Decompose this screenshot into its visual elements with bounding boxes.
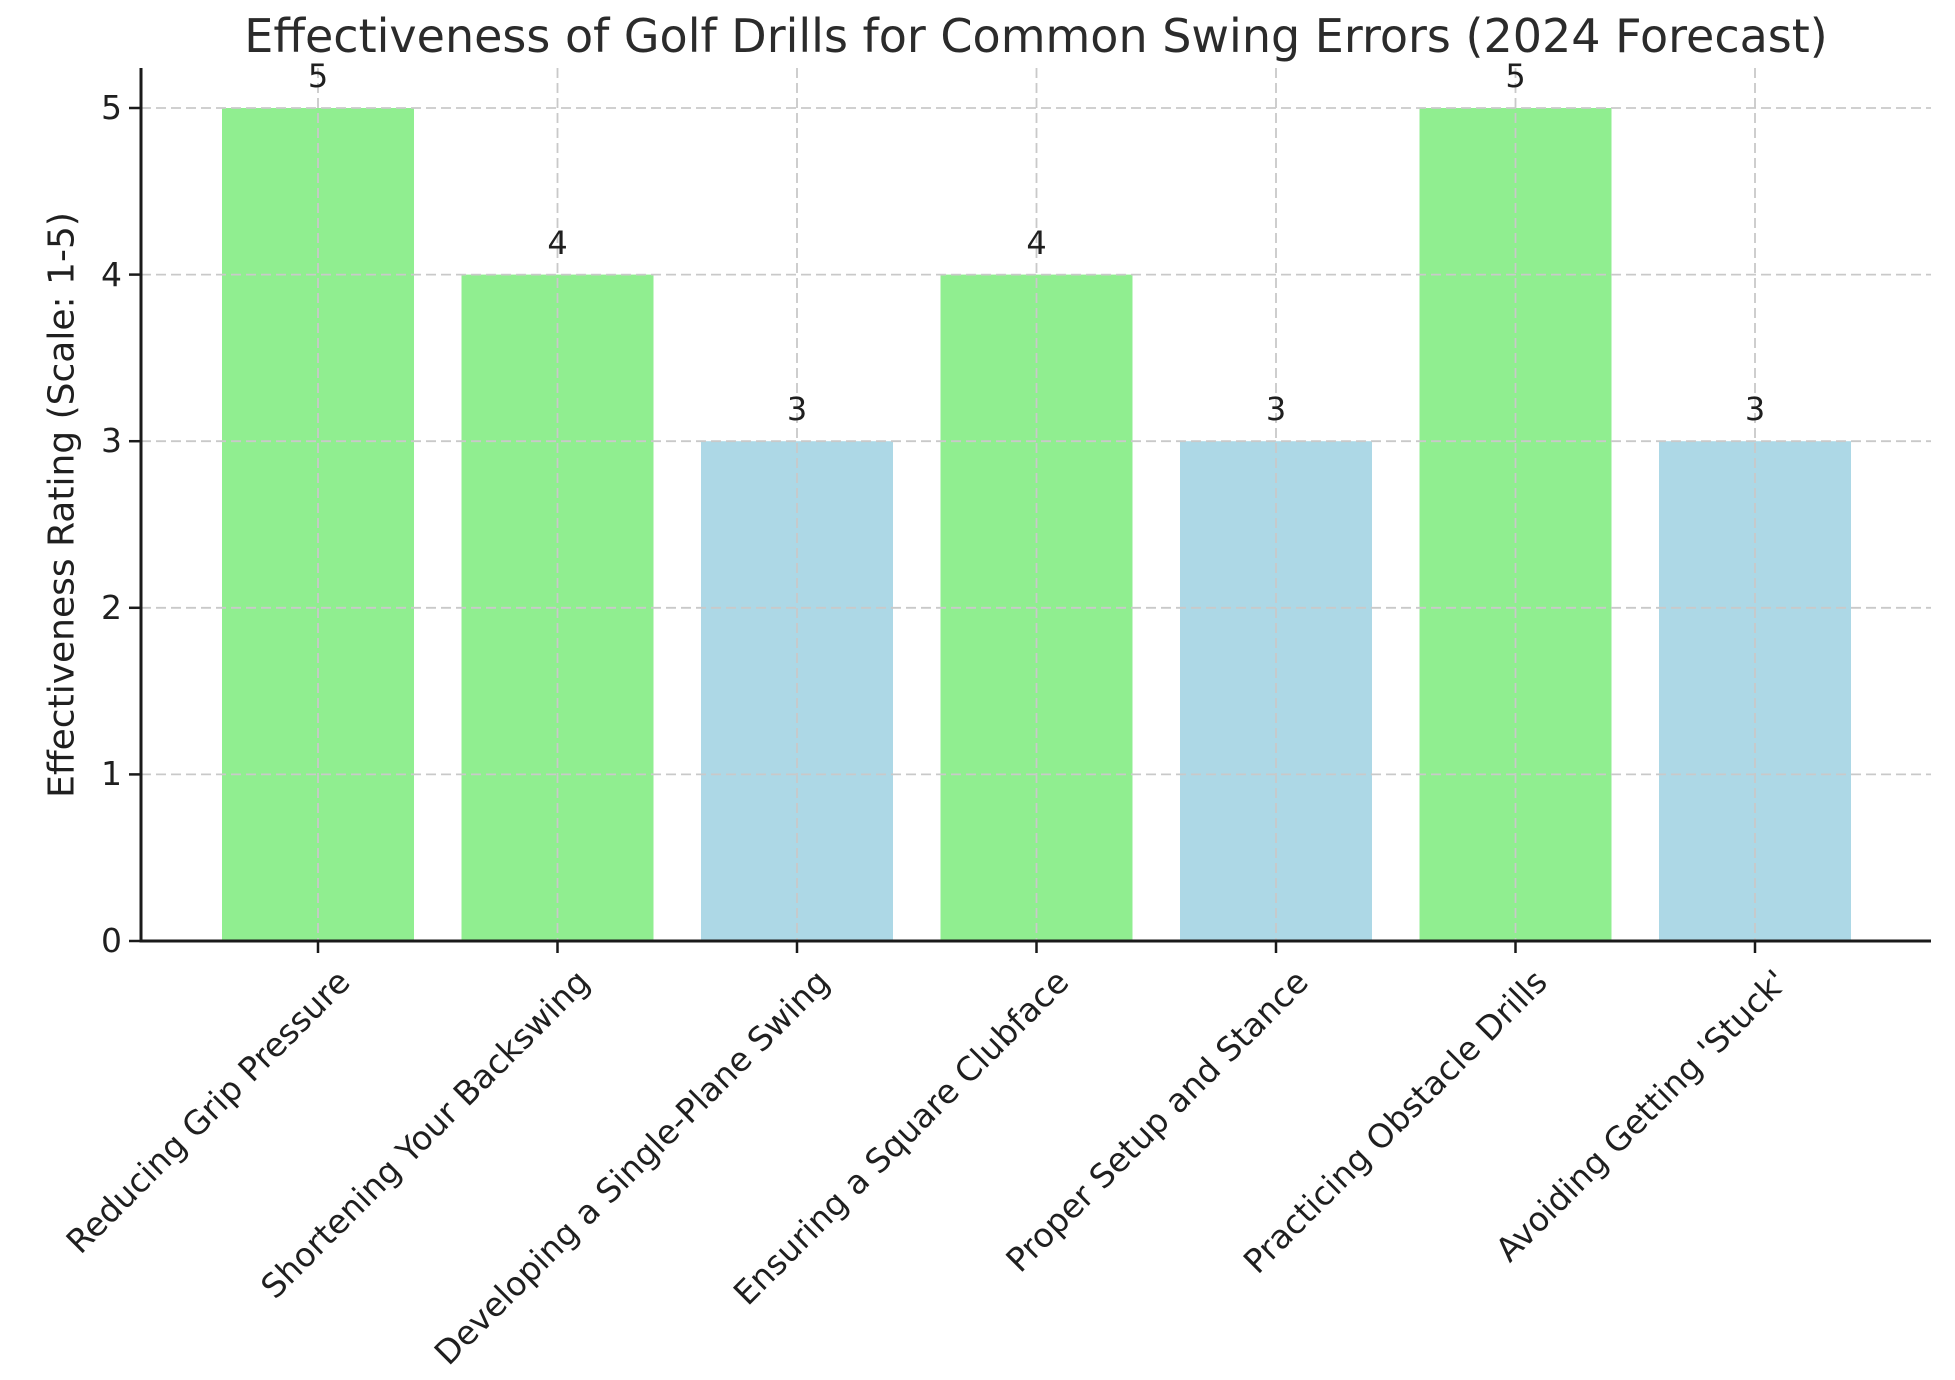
ytick-label-0: 0: [101, 921, 122, 960]
ytick-label-2: 2: [101, 587, 122, 627]
bar-value-label-0: 5: [307, 57, 329, 95]
bar-value-label-3: 4: [1026, 223, 1047, 262]
ytick-label-4: 4: [101, 254, 122, 294]
bar-value-label-1: 4: [547, 223, 568, 262]
chart-title: Effectiveness of Golf Drills for Common …: [244, 9, 1828, 63]
bar-value-label-2: 3: [786, 390, 808, 429]
bar-value-label-4: 3: [1265, 390, 1287, 429]
bar-value-label-5: 5: [1505, 57, 1526, 95]
bar-value-label-6: 3: [1744, 390, 1766, 429]
ytick-label-5: 5: [101, 88, 122, 127]
ytick-label-1: 1: [101, 754, 122, 794]
ytick-label-3: 3: [101, 421, 122, 461]
